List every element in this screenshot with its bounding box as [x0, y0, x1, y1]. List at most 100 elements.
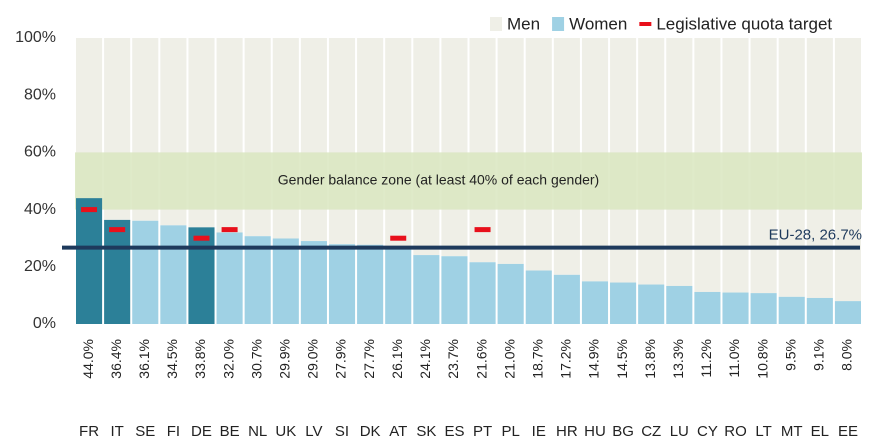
x-tick-label: SI [335, 423, 349, 440]
y-tick-label: 60% [24, 144, 56, 161]
value-label: 18.7% [529, 339, 545, 379]
legend-swatch [490, 17, 502, 31]
value-label: 24.1% [417, 339, 433, 379]
x-tick-label: IT [110, 423, 123, 440]
x-tick-label: MT [781, 423, 803, 440]
x-tick-label: SK [416, 423, 436, 440]
value-label: 10.8% [754, 339, 770, 379]
x-tick-label: HU [584, 423, 606, 440]
bar [385, 38, 412, 250]
value-label: 32.0% [220, 339, 236, 379]
bar [413, 38, 440, 256]
x-tick-label: FR [79, 423, 99, 440]
bar [300, 38, 327, 242]
bar [666, 285, 693, 324]
value-label: 11.2% [698, 339, 714, 378]
y-tick-label: 80% [24, 86, 56, 103]
bar [806, 297, 833, 324]
bar [413, 255, 440, 324]
value-label: 21.0% [501, 339, 517, 379]
bar [694, 291, 721, 324]
value-label: 36.4% [108, 339, 124, 379]
x-tick-label: DE [191, 423, 212, 440]
x-tick-label: SE [135, 423, 155, 440]
legend-swatch [639, 22, 652, 26]
y-tick-label: 100% [15, 29, 56, 46]
x-tick-label: IE [532, 423, 546, 440]
value-label: 33.8% [192, 339, 208, 379]
value-label: 44.0% [80, 339, 96, 379]
x-tick-label: DK [360, 423, 381, 440]
x-tick-label: CZ [641, 423, 661, 440]
bar [469, 262, 496, 324]
value-label: 9.1% [811, 339, 827, 371]
value-label: 8.0% [839, 339, 855, 371]
value-label: 26.1% [389, 339, 405, 379]
value-label: 17.2% [558, 339, 574, 379]
bar [385, 249, 412, 324]
quota-marker [390, 235, 407, 241]
bar [76, 198, 103, 324]
y-tick-label: 20% [24, 258, 56, 275]
value-label: 11.0% [726, 339, 742, 378]
bar [328, 38, 356, 245]
value-label: 23.7% [445, 339, 461, 379]
bar [441, 256, 468, 324]
value-label: 13.3% [670, 339, 686, 379]
bar [750, 293, 777, 324]
x-tick-label: PL [501, 423, 519, 440]
y-tick-label: 0% [33, 315, 56, 332]
bar [357, 38, 384, 245]
bar [160, 225, 187, 324]
bar [357, 244, 384, 324]
value-label: 29.0% [305, 339, 321, 379]
bar [722, 292, 749, 324]
bar [328, 244, 356, 324]
quota-marker [221, 227, 238, 233]
bar [525, 270, 552, 324]
legend-swatch [552, 17, 565, 31]
bar [300, 241, 327, 324]
x-tick-label: LT [755, 423, 771, 440]
x-tick-label: ES [444, 423, 464, 440]
x-tick-label: PT [473, 423, 492, 440]
value-label: 29.9% [277, 339, 293, 379]
x-tick-label: HR [556, 423, 578, 440]
value-label: 14.5% [614, 339, 630, 379]
legend-label: Women [569, 14, 627, 33]
quota-marker [193, 235, 210, 241]
bar [497, 263, 524, 324]
reference-label: EU-28, 26.7% [769, 227, 862, 244]
y-tick-label: 40% [24, 201, 56, 218]
value-label: 36.1% [136, 339, 152, 379]
bar [497, 38, 524, 264]
x-tick-label: UK [275, 423, 296, 440]
bar [834, 301, 861, 324]
quota-marker [474, 227, 491, 233]
bar [638, 284, 665, 324]
bar [610, 282, 637, 324]
value-label: 34.5% [164, 339, 180, 379]
bar [104, 219, 131, 324]
value-label: 27.9% [333, 339, 349, 379]
value-label: 9.5% [782, 339, 798, 371]
bar [272, 238, 299, 324]
x-tick-label: BG [612, 423, 634, 440]
bar [188, 227, 215, 324]
legend-label: Men [507, 14, 540, 33]
value-label: 14.9% [586, 339, 602, 379]
x-tick-label: NL [248, 423, 267, 440]
bar [441, 38, 468, 257]
x-tick-label: BE [220, 423, 240, 440]
quota-marker [109, 227, 126, 233]
x-tick-label: EE [838, 423, 858, 440]
value-label: 13.8% [642, 339, 658, 379]
bar [581, 281, 609, 324]
x-tick-label: RO [724, 423, 747, 440]
bar [244, 236, 271, 324]
bar [778, 296, 805, 324]
x-tick-label: EL [811, 423, 829, 440]
value-label: 21.6% [473, 339, 489, 379]
balance-zone [75, 152, 862, 210]
